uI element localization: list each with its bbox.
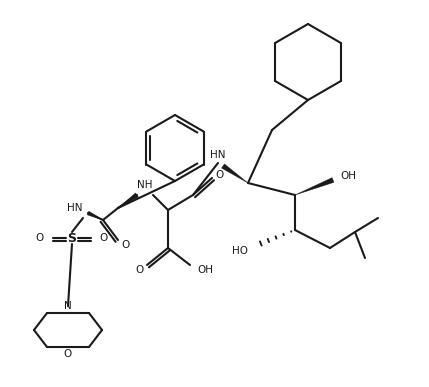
Text: S: S [67, 231, 76, 245]
Text: O: O [100, 233, 108, 243]
Polygon shape [222, 164, 248, 183]
Text: O: O [36, 233, 44, 243]
Text: HN: HN [67, 203, 83, 213]
Polygon shape [295, 178, 334, 195]
Polygon shape [118, 193, 139, 208]
Text: NH: NH [137, 180, 153, 190]
Text: OH: OH [197, 265, 213, 275]
Text: OH: OH [340, 171, 356, 181]
Text: O: O [121, 240, 129, 250]
Text: O: O [64, 349, 72, 359]
Text: O: O [215, 170, 223, 180]
Polygon shape [87, 211, 103, 220]
Text: HO: HO [232, 246, 248, 256]
Text: N: N [64, 301, 72, 311]
Text: HN: HN [210, 150, 226, 160]
Text: O: O [136, 265, 144, 275]
